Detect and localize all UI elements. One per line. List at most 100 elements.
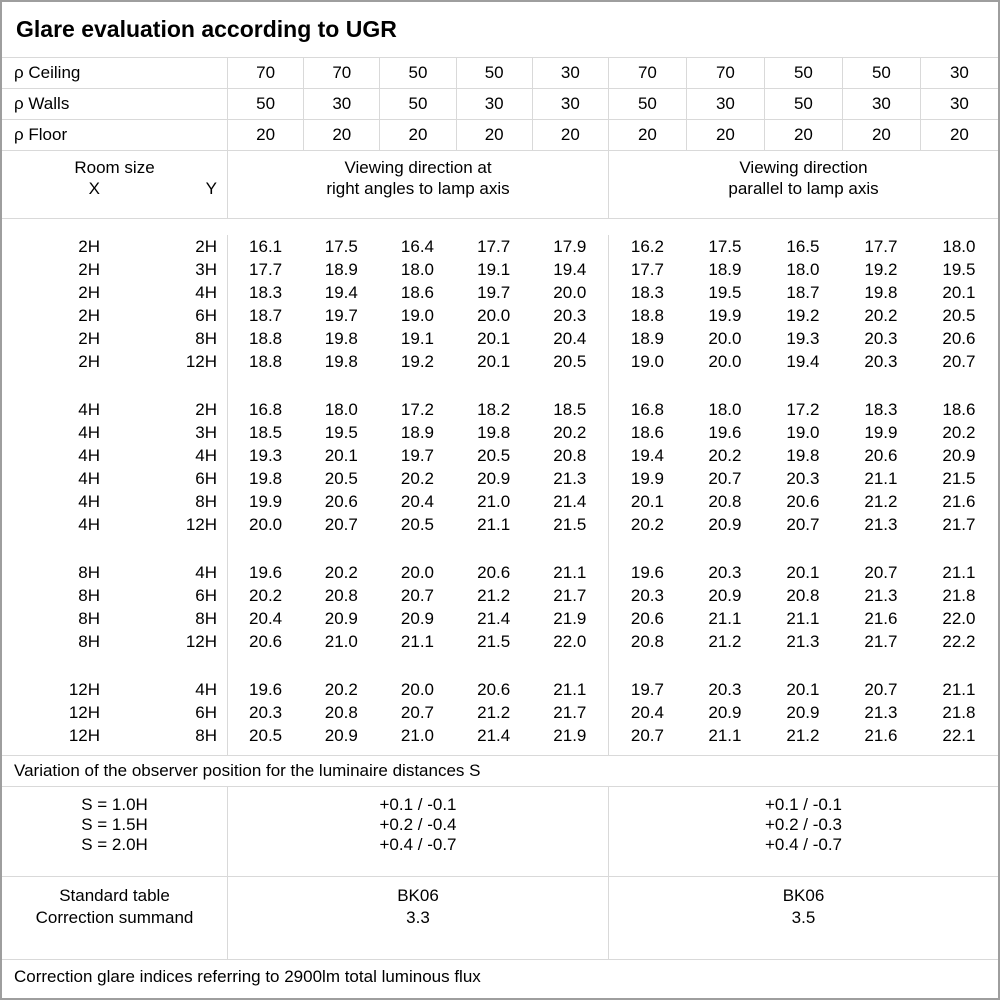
ugr-value-cell: 20.8 — [607, 630, 686, 653]
rho-value-cell: 30 — [531, 89, 608, 119]
ugr-value-cell: 21.7 — [864, 632, 898, 651]
ugr-value-cell: 21.7 — [942, 515, 976, 534]
ugr-table-row: 2H 4H 18.3 19.4 18.6 19.7 20.0 18.3 19.5 18.7 19.8… — [2, 281, 998, 304]
ugr-table-row: 4H 4H 19.3 20.1 19.7 20.5 20.8 19.4 20.2 19.8 20.6… — [2, 444, 998, 467]
table-gap-cell — [227, 653, 608, 678]
ugr-value-cell: 20.1 — [324, 446, 358, 465]
ugr-value-cell: 19.0 — [607, 350, 686, 373]
room-x-cell: 4H — [78, 469, 100, 488]
ugr-table-row: 4H 6H 19.8 20.5 20.2 20.9 21.3 19.9 20.7 20.3 21.1… — [2, 467, 998, 490]
y-column-header: Y — [205, 179, 217, 198]
ugr-value-cell: 18.9 — [400, 423, 435, 442]
ugr-value-cell: 19.9 — [607, 467, 686, 490]
ugr-value-cell: 21.6 — [942, 492, 976, 511]
s-label: S = 1.0H — [81, 795, 148, 814]
ugr-value-cell: 20.7 — [786, 515, 820, 534]
ugr-value-cell: 19.6 — [227, 678, 303, 701]
ugr-value-cell: 18.3 — [227, 281, 303, 304]
ugr-value-cell: 21.7 — [553, 586, 587, 605]
ugr-value-cell: 20.4 — [553, 329, 587, 348]
ugr-value-cell: 21.9 — [553, 726, 587, 745]
ugr-value-cell: 18.5 — [227, 421, 303, 444]
ugr-value-cell: 20.0 — [708, 329, 742, 348]
ugr-table-row: 12H 4H 19.6 20.2 20.0 20.6 21.1 19.7 20.3 20.1 20.… — [2, 678, 998, 701]
ugr-value-cell: 20.0 — [553, 283, 587, 302]
ugr-value-cell: 17.7 — [864, 237, 898, 256]
s-value-left: +0.1 / -0.1 — [379, 795, 457, 814]
ugr-value-cell: 20.9 — [942, 446, 976, 465]
ugr-value-cell: 22.2 — [942, 632, 976, 651]
rho-value-cell: 20 — [919, 120, 998, 150]
ugr-value-cell: 19.7 — [400, 446, 435, 465]
ugr-value-cell: 20.8 — [324, 586, 358, 605]
ugr-value-cell: 16.2 — [607, 235, 686, 258]
ugr-value-cell: 20.9 — [324, 726, 358, 745]
ugr-value-cell: 20.5 — [942, 306, 976, 325]
ugr-value-cell: 17.5 — [324, 237, 358, 256]
x-column-header: X — [88, 179, 100, 198]
ugr-value-cell: 18.0 — [942, 237, 976, 256]
ugr-value-cell: 19.1 — [400, 329, 435, 348]
ugr-value-cell: 20.5 — [324, 469, 358, 488]
ugr-value-cell: 22.0 — [553, 632, 587, 651]
ugr-value-cell: 18.6 — [400, 283, 435, 302]
ugr-value-cell: 20.7 — [400, 703, 435, 722]
ugr-value-cell: 19.4 — [324, 283, 358, 302]
s-values-right-column: +0.1 / -0.1 +0.2 / -0.3 +0.4 / -0.7 — [608, 787, 998, 876]
viewing-direction-left-line2: right angles to lamp axis — [326, 179, 510, 198]
room-x-cell: 2H — [78, 283, 100, 302]
room-x-cell: 12H — [68, 680, 100, 699]
ugr-value-cell: 19.4 — [553, 260, 587, 279]
ugr-value-cell: 20.9 — [786, 703, 820, 722]
ugr-value-cell: 21.1 — [553, 563, 587, 582]
ugr-value-cell: 20.2 — [942, 423, 976, 442]
ugr-value-cell: 21.1 — [786, 609, 820, 628]
ugr-table-row: 4H 8H 19.9 20.6 20.4 21.0 21.4 20.1 20.8 20.6 21.2… — [2, 490, 998, 513]
room-y-cell: 8H — [195, 329, 217, 348]
ugr-value-cell: 19.2 — [864, 260, 898, 279]
s-values-left-column: +0.1 / -0.1 +0.2 / -0.4 +0.4 / -0.7 — [227, 787, 608, 876]
ugr-value-cell: 19.6 — [607, 561, 686, 584]
ugr-value-cell: 21.8 — [942, 703, 976, 722]
ugr-value-cell: 21.1 — [708, 609, 742, 628]
rho-value-cell: 50 — [607, 89, 686, 119]
room-y-cell: 12H — [185, 352, 217, 371]
rho-value-cell: 20 — [227, 120, 303, 150]
ugr-value-cell: 18.5 — [553, 400, 587, 419]
table-gap-row — [2, 747, 998, 755]
ugr-value-cell: 20.9 — [708, 586, 742, 605]
ugr-value-cell: 21.3 — [864, 515, 898, 534]
ugr-value-cell: 18.9 — [708, 260, 742, 279]
ugr-value-cell: 20.5 — [227, 724, 303, 747]
ugr-value-cell: 20.0 — [400, 680, 435, 699]
ugr-value-cell: 18.9 — [607, 327, 686, 350]
ugr-value-cell: 21.5 — [553, 515, 587, 534]
rho-walls-label: ρ Walls — [14, 94, 70, 113]
title-bar: Glare evaluation according to UGR — [2, 2, 998, 58]
ugr-value-cell: 21.1 — [400, 632, 435, 651]
ugr-value-cell: 20.2 — [607, 513, 686, 536]
column-header-row: Room size X Y Viewing direction at right… — [2, 151, 998, 219]
ugr-value-cell: 20.9 — [708, 515, 742, 534]
ugr-value-cell: 21.0 — [400, 726, 435, 745]
ugr-value-cell: 20.7 — [324, 515, 358, 534]
ugr-value-cell: 20.6 — [942, 329, 976, 348]
room-x-cell: 2H — [78, 260, 100, 279]
ugr-value-cell: 21.2 — [477, 703, 511, 722]
room-y-cell: 6H — [195, 703, 217, 722]
ugr-value-cell: 20.6 — [324, 492, 358, 511]
rho-value-cell: 70 — [607, 58, 686, 88]
ugr-value-cell: 19.8 — [864, 283, 898, 302]
ugr-value-cell: 21.1 — [553, 680, 587, 699]
ugr-table-row: 8H 6H 20.2 20.8 20.7 21.2 21.7 20.3 20.9 20.8 21.3… — [2, 584, 998, 607]
ugr-value-cell: 19.5 — [708, 283, 742, 302]
room-y-cell: 3H — [195, 423, 217, 442]
table-gap-cell — [227, 536, 608, 561]
ugr-value-cell: 18.8 — [227, 350, 303, 373]
ugr-value-cell: 19.4 — [786, 352, 820, 371]
room-y-cell: 4H — [195, 283, 217, 302]
standard-table-section: Standard table Correction summand BK06 3… — [2, 877, 998, 960]
ugr-value-cell: 21.0 — [324, 632, 358, 651]
room-y-cell: 8H — [195, 492, 217, 511]
ugr-value-cell: 20.5 — [553, 352, 587, 371]
